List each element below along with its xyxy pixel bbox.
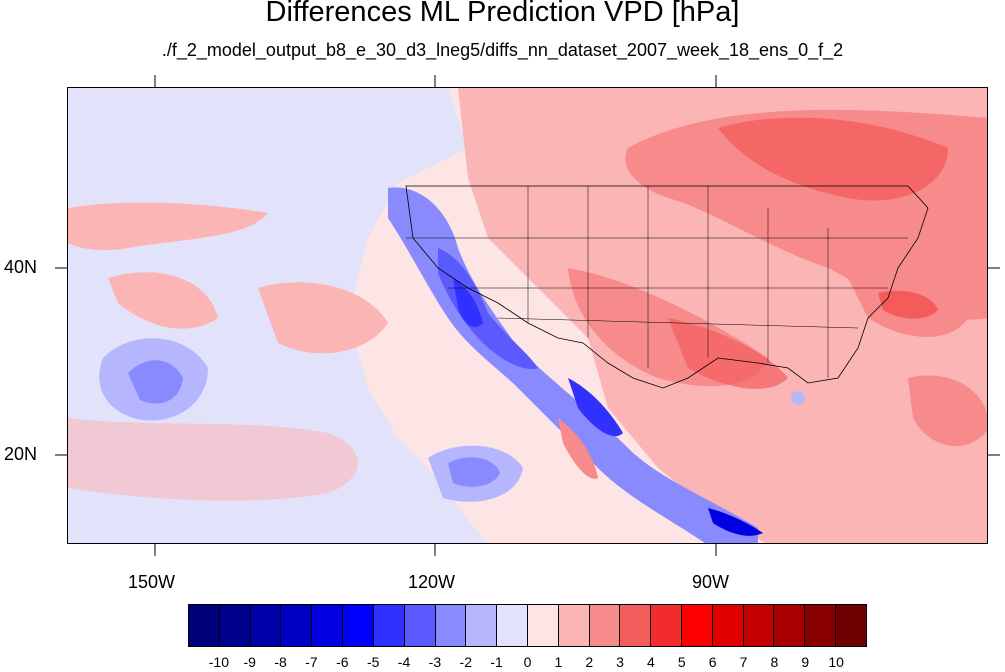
colorbar-label: -8 <box>274 654 287 670</box>
colorbar <box>188 604 867 647</box>
lon-label-90w: 90W <box>692 572 730 592</box>
colorbar-label: -10 <box>208 654 229 670</box>
colorbar-swatch <box>250 605 282 646</box>
colorbar-label: -3 <box>428 654 442 670</box>
colorbar-label: 6 <box>708 654 717 670</box>
colorbar-swatch <box>466 605 498 646</box>
colorbar-label: 1 <box>554 654 563 670</box>
colorbar-label: -7 <box>305 654 318 670</box>
colorbar-swatch <box>682 605 713 646</box>
colorbar-swatch <box>774 605 806 646</box>
map-title: Differences ML Prediction VPD [hPa] <box>265 0 740 28</box>
lon-label-120w: 120W <box>408 572 456 592</box>
colorbar-label: 3 <box>616 654 624 670</box>
colorbar-label: -6 <box>336 654 349 670</box>
lat-label-20n: 20N <box>4 444 38 464</box>
colorbar-swatch <box>404 605 436 646</box>
colorbar-label: 10 <box>828 654 844 670</box>
colorbar-swatch <box>712 605 744 646</box>
colorbar-swatch <box>189 605 220 646</box>
colorbar-swatch <box>373 605 405 646</box>
colorbar-swatch <box>312 605 344 646</box>
colorbar-swatch <box>836 605 866 646</box>
colorbar-swatch <box>527 605 559 646</box>
map-panel <box>67 87 988 544</box>
colorbar-swatch <box>281 605 313 646</box>
colorbar-label: 8 <box>770 654 779 670</box>
colorbar-swatch <box>651 605 682 646</box>
colorbar-label: -2 <box>459 654 472 670</box>
colorbar-swatch <box>558 605 590 646</box>
colorbar-swatch <box>743 605 775 646</box>
colorbar-label: -9 <box>243 654 256 670</box>
colorbar-label: 4 <box>647 654 655 670</box>
colorbar-swatch <box>343 605 374 646</box>
lon-label-150w: 150W <box>128 572 176 592</box>
colorbar-label: 0 <box>523 654 532 670</box>
map-subtitle: ./f_2_model_output_b8_e_30_d3_lneg5/diff… <box>161 40 844 60</box>
colorbar-label: -5 <box>366 654 380 670</box>
colorbar-swatch <box>620 605 652 646</box>
colorbar-swatch <box>435 605 467 646</box>
colorbar-swatch <box>497 605 528 646</box>
vpd-difference-field <box>68 88 987 543</box>
colorbar-label: 9 <box>801 654 810 670</box>
colorbar-swatch <box>805 605 837 646</box>
colorbar-swatch <box>589 605 621 646</box>
colorbar-label: 2 <box>585 654 594 670</box>
colorbar-label: 7 <box>739 654 748 670</box>
lat-label-40n: 40N <box>4 257 38 277</box>
colorbar-label: 5 <box>677 654 686 670</box>
colorbar-label: -1 <box>490 654 503 670</box>
colorbar-label: -4 <box>397 654 411 670</box>
colorbar-swatch <box>219 605 251 646</box>
